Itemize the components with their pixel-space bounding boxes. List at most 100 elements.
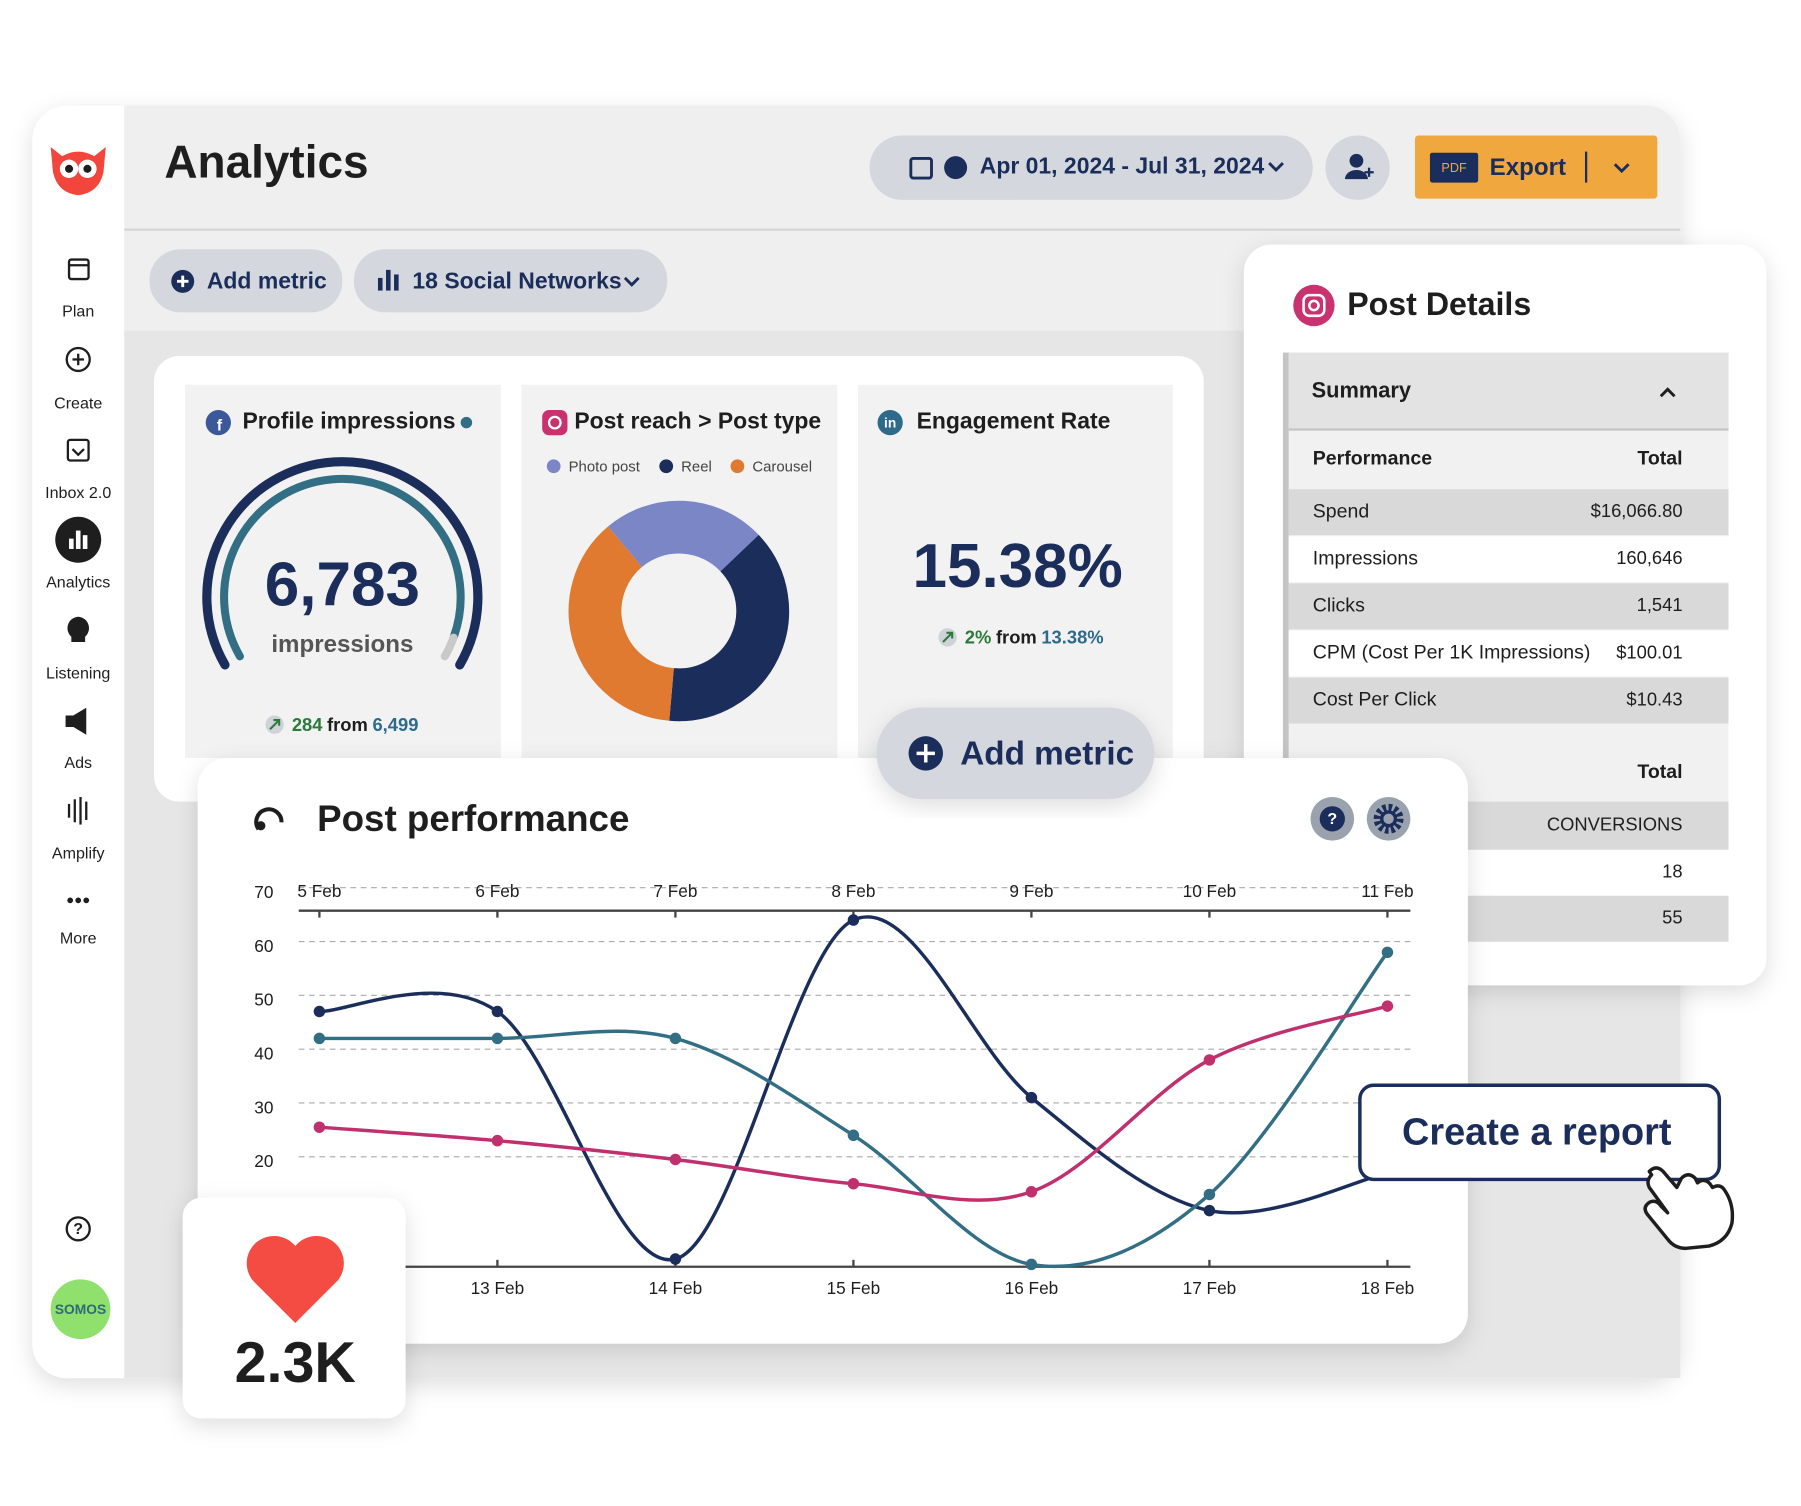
point [847, 1129, 860, 1142]
summary-row[interactable] [1288, 352, 1729, 429]
nav-label[interactable]: Plan [62, 303, 94, 321]
export-button[interactable] [1414, 135, 1658, 199]
likes-count: 2.3K [235, 1331, 356, 1395]
x-tick-label: 18 Feb [1361, 1278, 1415, 1298]
instagram-icon [1293, 284, 1335, 327]
point [1381, 946, 1394, 959]
help-glyph: ? [1327, 810, 1337, 828]
sidebar [32, 105, 125, 1379]
nav-label[interactable]: Create [54, 394, 102, 412]
column-header: Total [1637, 448, 1682, 470]
previous: 13.38% [1041, 626, 1103, 647]
row-label: Clicks [1313, 595, 1365, 617]
pdf-badge [1429, 152, 1479, 183]
networks-button[interactable] [353, 249, 668, 313]
linkedin-glyph: in [884, 415, 896, 430]
column-header: Performance [1313, 448, 1432, 470]
row-value: $10.43 [1626, 688, 1682, 709]
x-tick-label: 6 Feb [475, 881, 519, 901]
nav-label[interactable]: More [60, 930, 97, 948]
point [669, 1153, 682, 1166]
x-tick-label: 17 Feb [1183, 1278, 1237, 1298]
point [847, 1177, 860, 1190]
donut: Photo post Reel Carousel [546, 458, 812, 722]
export-label: Export [1490, 154, 1566, 181]
nav-label[interactable]: Amplify [52, 845, 105, 863]
metric-card [185, 384, 501, 758]
heart-icon [246, 1235, 344, 1323]
point [1203, 1054, 1216, 1066]
card-title: Post performance [317, 798, 629, 839]
row-label: Impressions [1313, 547, 1418, 569]
table-border [1282, 352, 1289, 942]
add-metric-card-button[interactable] [876, 707, 1155, 800]
row-value: $16,066.80 [1591, 500, 1683, 521]
gauge-track [202, 457, 483, 670]
logo[interactable] [50, 146, 106, 196]
table-row [1288, 630, 1729, 677]
instagram-glyph [547, 415, 562, 430]
row-value: 160,646 [1616, 547, 1682, 568]
point [491, 1134, 504, 1147]
nav-label[interactable]: Inbox 2.0 [45, 484, 111, 502]
panel-title: Post Details [1347, 286, 1531, 322]
row-label: Cost Per Click [1313, 689, 1437, 711]
point [1025, 1258, 1038, 1271]
point [847, 914, 860, 926]
add-metric-button[interactable] [149, 249, 343, 313]
x-tick-label: 10 Feb [1183, 881, 1237, 901]
chevron-up[interactable] [1659, 387, 1676, 398]
nav-label[interactable]: Ads [64, 754, 92, 772]
metric-change: 284 from 6,499 [292, 714, 419, 735]
date-range: Apr 01, 2024 - Jul 31, 2024 [980, 153, 1265, 179]
performance-icon-dot [256, 821, 266, 831]
row-value: 18 [1662, 861, 1682, 882]
chevron [623, 276, 640, 287]
hand-cursor [1643, 1166, 1735, 1251]
nav-label[interactable]: Analytics [46, 574, 110, 592]
pdf-label: PDF [1441, 161, 1467, 175]
facebook-glyph: f [217, 416, 223, 434]
add-metric-label: Add metric [207, 268, 327, 294]
gauge-rest [440, 633, 458, 661]
date-picker[interactable] [869, 135, 1313, 200]
avatar[interactable] [50, 1279, 111, 1340]
point [1381, 1000, 1394, 1012]
y-tick-label: 70 [254, 882, 273, 902]
networks-label: 18 Social Networks [412, 268, 621, 294]
gear-icon [1373, 803, 1404, 834]
create-report-button[interactable] [1358, 1083, 1722, 1182]
status-dot [460, 416, 473, 429]
share-button[interactable] [1325, 135, 1390, 200]
x-tick-label: 16 Feb [1005, 1278, 1059, 1298]
card-title: Engagement Rate [917, 408, 1111, 434]
help-icon: ? [73, 1220, 83, 1238]
gear-hub [1379, 810, 1398, 828]
add-metric-label: Add metric [960, 735, 1134, 772]
change: 284 [292, 714, 323, 735]
settings-button[interactable] [1366, 797, 1411, 841]
donut-slice [669, 534, 790, 722]
from: from [996, 626, 1037, 647]
donut-slice [608, 500, 759, 573]
x-tick-label: 9 Feb [1009, 881, 1053, 901]
bars-icon [377, 269, 399, 291]
status-dot [944, 156, 968, 180]
calendar-icon [909, 157, 933, 180]
x-tick-label: 11 Feb [1361, 881, 1413, 901]
point [669, 1253, 682, 1265]
change: 2% [965, 626, 992, 647]
row-value: 55 [1662, 907, 1682, 928]
legend-swatch [659, 459, 674, 474]
avatar-text: SOMOS [55, 1302, 106, 1317]
instagram-glyph [1308, 299, 1320, 312]
export-chevron[interactable] [1613, 163, 1630, 174]
instagram-glyph [1302, 293, 1326, 318]
point [313, 1005, 326, 1018]
x-tick-label: 15 Feb [827, 1278, 881, 1298]
metric-card [858, 384, 1173, 758]
card-title: Profile impressions [242, 408, 455, 434]
legend-swatch [730, 459, 745, 474]
nav-label[interactable]: Listening [46, 664, 110, 682]
point [1203, 1188, 1216, 1201]
